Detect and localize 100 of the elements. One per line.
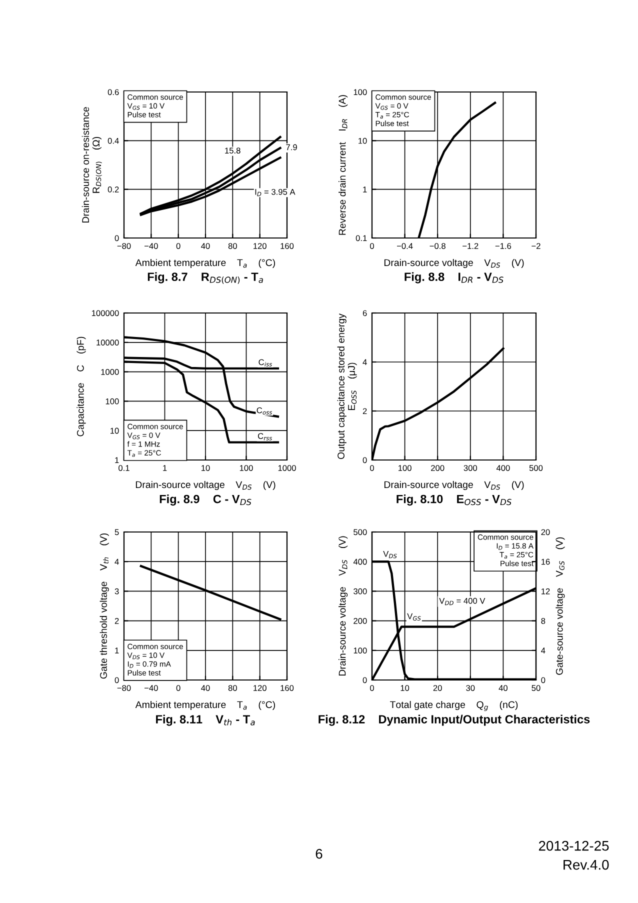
- series-label: V$_{GS}$: [407, 613, 421, 621]
- x-tick-label: 0: [370, 243, 374, 249]
- x-tick-label: 10: [202, 465, 210, 471]
- y-tick-label: 100: [354, 648, 367, 654]
- series-label: C$_{oss}$: [256, 407, 272, 415]
- y-tick-label: 2: [362, 408, 367, 414]
- y-tick-label: 0: [114, 235, 119, 242]
- x-tick-label: 200: [431, 465, 444, 471]
- x-tick-label: 50: [532, 685, 540, 691]
- y-tick-label: 0.1: [356, 235, 367, 242]
- series-label: 15.8: [225, 148, 240, 154]
- x-tick-label: 0: [370, 465, 374, 471]
- y-tick-label: 1: [115, 457, 119, 464]
- y-tick-label: 100: [106, 398, 119, 404]
- x-tick-label: 40: [498, 685, 508, 691]
- x-tick-label: −1.6: [495, 243, 512, 249]
- series-label: C$_{rss}$: [258, 433, 272, 440]
- text: Fig. 8.10 E$_{OSS}$ - V$_{DS}$: [396, 494, 512, 506]
- text: 6: [316, 848, 322, 859]
- y-tick-label: 4: [114, 558, 119, 565]
- x-tick-label: 1000: [278, 465, 296, 471]
- x-tick-label: 100: [240, 465, 253, 471]
- series-label: 7.9: [286, 144, 297, 150]
- y2-tick-label: 0: [541, 677, 546, 684]
- text: Drain-source voltage V$_{DS}$ (V): [136, 480, 276, 490]
- x-tick-label: −0.4: [396, 243, 413, 249]
- x-tick-label: 160: [280, 243, 294, 249]
- y2-tick-label: 8: [541, 618, 546, 624]
- x-tick-label: −40: [144, 243, 158, 249]
- text: Gate-source voltage V$_{GS}$ (V): [556, 537, 565, 675]
- text: Drain-source voltage V$_{DS}$ (V): [384, 480, 524, 490]
- y-tick-label: 100000: [92, 310, 119, 316]
- y-tick-label: 0.2: [108, 186, 119, 192]
- y-tick-label: 0: [114, 677, 119, 684]
- x-tick-label: 400: [496, 465, 510, 471]
- x-tick-label: −2: [532, 243, 540, 249]
- y-tick-label: 300: [354, 588, 367, 594]
- x-tick-label: 40: [201, 685, 210, 691]
- y-tick-label: 1: [363, 186, 367, 192]
- text: Total gate charge Q$_{g}$ (nC): [390, 700, 518, 712]
- y-tick-label: 4: [362, 359, 367, 366]
- x-tick-label: 500: [529, 465, 543, 471]
- y-tick-label: 6: [362, 310, 367, 316]
- y-tick-label: 100: [354, 89, 367, 96]
- text: Drain-source on-resistance R$_{DS(ON)}$ (Ω): [82, 107, 102, 223]
- y-tick-label: 5: [114, 529, 119, 536]
- text: Rev.4.0: [564, 860, 609, 870]
- x-tick-label: 1: [163, 465, 167, 471]
- x-tick-label: 30: [466, 685, 475, 691]
- x-tick-label: 300: [464, 465, 478, 471]
- x-tick-label: 20: [433, 685, 442, 691]
- y-tick-label: 0: [362, 457, 367, 464]
- x-tick-label: 0: [176, 243, 180, 249]
- text: Fig. 8.7 R$_{DS(ON)}$ - T$_{a}$: [148, 272, 263, 284]
- y-tick-label: 200: [354, 618, 367, 624]
- x-tick-label: −0.8: [430, 243, 446, 249]
- y2-tick-label: 20: [541, 529, 550, 536]
- text: Reverse drain current I$_{DR}$ (A): [338, 95, 348, 235]
- text: Output capacitance stored energy E$_{OSS}$ (μJ): [337, 314, 357, 459]
- text: Ambient temperature T$_{a}$ (°C): [135, 700, 275, 710]
- y-tick-label: 3: [114, 588, 119, 594]
- y-tick-label: 10: [358, 138, 367, 144]
- y-axis-title: Capacitance C (pF): [76, 336, 86, 436]
- x-tick-label: 160: [280, 685, 294, 691]
- y2-tick-label: 4: [541, 648, 546, 654]
- text: Fig. 8.12 Dynamic Input/Output Characteristics: [318, 714, 590, 726]
- x-tick-label: 0: [176, 685, 180, 691]
- y-tick-label: 400: [353, 558, 367, 565]
- series-label: V$_{DS}$: [383, 551, 397, 558]
- x-tick-label: 80: [228, 685, 237, 691]
- x-tick-label: 40: [201, 243, 210, 249]
- y-tick-label: 10000: [96, 340, 119, 346]
- text: Gate threshold voltage V$_{th}$ (V): [100, 533, 109, 679]
- x-tick-label: 0: [370, 685, 374, 691]
- y-tick-label: 10: [110, 428, 119, 434]
- series-label: I$_{D}$ = 3.95 A: [255, 188, 296, 196]
- x-tick-label: −40: [144, 685, 158, 691]
- x-tick-label: −80: [117, 243, 131, 249]
- y-tick-label: 500: [354, 529, 367, 536]
- x-tick-label: −80: [117, 685, 131, 691]
- y2-tick-label: 16: [541, 558, 550, 565]
- y-tick-label: 1000: [101, 369, 119, 375]
- y-tick-label: 2: [114, 618, 119, 624]
- annotation: V$_{DD}$ = 400 V: [439, 598, 486, 606]
- x-tick-label: 10: [400, 685, 410, 691]
- x-tick-label: 120: [254, 685, 266, 691]
- y-tick-label: 1: [115, 648, 119, 654]
- x-tick-label: 100: [398, 465, 412, 471]
- x-tick-label: 80: [228, 243, 237, 249]
- text: Drain-source voltage V$_{DS}$ (V): [384, 258, 524, 268]
- text: Ambient temperature T$_{a}$ (°C): [135, 258, 275, 268]
- y-tick-label: 0.4: [108, 138, 119, 144]
- y-tick-label: 0: [362, 677, 367, 684]
- series-label: C$_{iss}$: [258, 359, 272, 366]
- y2-tick-label: 12: [541, 588, 550, 594]
- x-tick-label: −1.2: [462, 243, 478, 249]
- text: Drain-source voltage V$_{DS}$ (V): [338, 536, 348, 676]
- text: Fig. 8.11 V$_{th}$ - T$_{a}$: [156, 714, 255, 726]
- text: 2013-12-25: [538, 840, 609, 851]
- x-tick-label: 120: [254, 243, 266, 249]
